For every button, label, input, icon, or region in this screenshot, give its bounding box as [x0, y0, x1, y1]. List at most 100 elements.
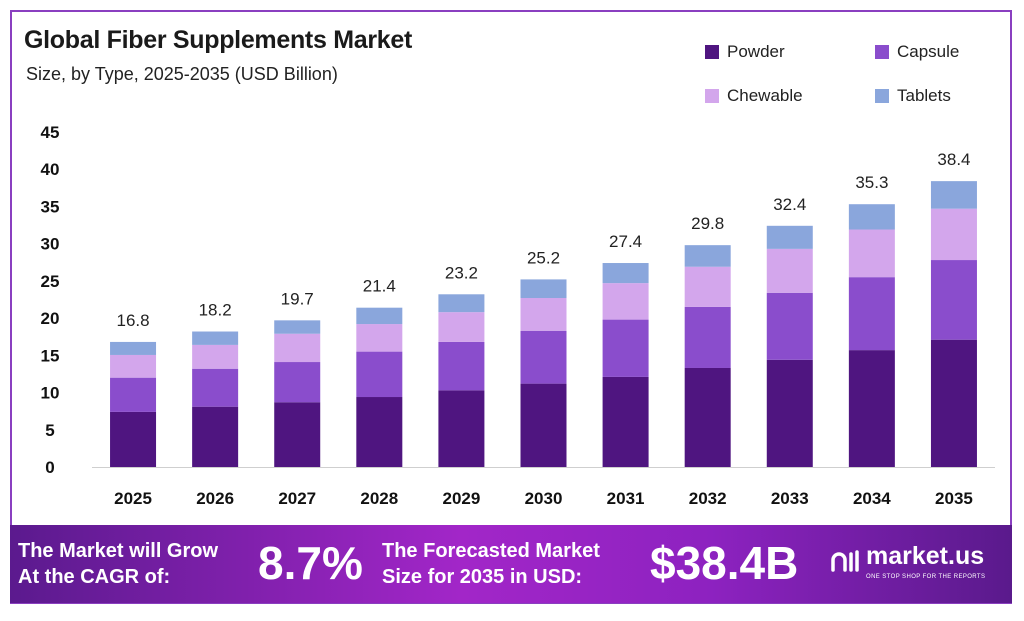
legend-swatch	[705, 45, 719, 59]
y-tick-label: 25	[41, 272, 60, 291]
y-tick-label: 15	[41, 346, 60, 365]
y-tick-label: 0	[45, 458, 54, 477]
legend-item-powder: Powder	[705, 42, 785, 62]
chart-title: Global Fiber Supplements Market	[24, 26, 413, 54]
forecast-value: $38.4B	[650, 537, 799, 589]
cagr-label-line: At the CAGR of:	[18, 566, 171, 588]
legend-swatch	[875, 45, 889, 59]
bar-segment-capsule	[602, 319, 649, 377]
x-tick-label: 2027	[278, 489, 316, 508]
x-tick-label: 2025	[114, 489, 152, 508]
bar-total-label: 16.8	[116, 311, 149, 330]
y-tick-label: 40	[41, 160, 60, 179]
bar-segment-tablets	[930, 181, 977, 209]
cagr-value: 8.7%	[258, 537, 363, 589]
bar-total-label: 25.2	[527, 248, 560, 267]
legend-label: Powder	[727, 42, 785, 61]
bar-total-label: 27.4	[609, 232, 642, 251]
bar-segment-tablets	[848, 204, 895, 230]
bar-segment-chewable	[192, 344, 239, 369]
x-tick-label: 2033	[771, 489, 809, 508]
bar-total-label: 38.4	[937, 150, 970, 169]
bar-segment-tablets	[274, 320, 321, 334]
x-tick-label: 2026	[196, 489, 234, 508]
bar-segment-capsule	[848, 277, 895, 351]
bar-segment-chewable	[356, 324, 403, 352]
y-tick-label: 10	[41, 384, 60, 403]
bar-segment-capsule	[520, 330, 567, 384]
y-tick-label: 20	[41, 309, 60, 328]
bar-total-label: 19.7	[281, 289, 314, 308]
legend-label: Tablets	[897, 86, 951, 105]
cagr-label: The Market will Grow At the CAGR of:	[18, 538, 218, 590]
bar-segment-powder	[520, 383, 567, 467]
bar-segment-tablets	[192, 331, 239, 345]
y-tick-label: 5	[45, 421, 54, 440]
bar-segment-capsule	[192, 368, 239, 407]
x-tick-label: 2032	[689, 489, 727, 508]
bar-segment-tablets	[766, 225, 813, 249]
bar-segment-capsule	[110, 377, 157, 412]
bar-segment-capsule	[274, 362, 321, 403]
bar-segment-powder	[192, 406, 239, 467]
bar-segment-chewable	[438, 312, 485, 342]
bar-segment-tablets	[602, 263, 649, 284]
legend-swatch	[705, 89, 719, 103]
legend-label: Chewable	[727, 86, 803, 105]
logo-text: market.us	[866, 542, 985, 570]
bar-segment-tablets	[356, 307, 403, 325]
bar-segment-powder	[356, 397, 403, 467]
bar-total-label: 32.4	[773, 195, 806, 214]
cagr-label-line: The Market will Grow	[18, 540, 219, 562]
x-tick-label: 2030	[525, 489, 563, 508]
chart-subtitle: Size, by Type, 2025-2035 (USD Billion)	[26, 64, 338, 84]
bar-segment-powder	[274, 402, 321, 467]
x-tick-label: 2034	[853, 489, 891, 508]
bar-segment-capsule	[438, 341, 485, 391]
x-tick-label: 2028	[360, 489, 398, 508]
market-us-logo: market.us ONE STOP SHOP FOR THE REPORTS	[830, 541, 985, 581]
bar-segment-capsule	[930, 260, 977, 340]
legend-item-tablets: Tablets	[875, 86, 951, 106]
bar-segment-powder	[848, 350, 895, 467]
legend-swatch	[875, 89, 889, 103]
logo-tagline: ONE STOP SHOP FOR THE REPORTS	[866, 574, 986, 580]
stacked-bar-chart: 05101520253035404516.8202518.2202619.720…	[41, 123, 995, 508]
forecast-label-line: The Forecasted Market	[382, 540, 600, 562]
y-tick-label: 45	[41, 123, 60, 142]
bar-segment-chewable	[930, 208, 977, 261]
bar-segment-capsule	[684, 306, 731, 368]
bar-segment-tablets	[110, 341, 157, 355]
y-tick-label: 30	[41, 235, 60, 254]
legend-label: Capsule	[897, 42, 960, 61]
bar-segment-powder	[684, 367, 731, 467]
bar-segment-chewable	[602, 283, 649, 320]
x-tick-label: 2029	[442, 489, 480, 508]
bar-total-label: 21.4	[363, 277, 396, 296]
bar-total-label: 23.2	[445, 263, 478, 282]
bar-segment-chewable	[684, 266, 731, 307]
bar-segment-powder	[110, 411, 157, 467]
bar-segment-chewable	[110, 354, 157, 378]
bar-segment-powder	[438, 390, 485, 467]
chart-frame	[10, 10, 1012, 604]
forecast-label-line: Size for 2035 in USD:	[382, 566, 583, 588]
bar-segment-powder	[930, 339, 977, 467]
x-tick-label: 2031	[607, 489, 645, 508]
x-tick-label: 2035	[935, 489, 973, 508]
bar-segment-tablets	[520, 279, 567, 299]
bar-segment-chewable	[766, 248, 813, 293]
bar-segment-tablets	[438, 294, 485, 313]
bar-segment-capsule	[356, 351, 403, 398]
bar-segment-powder	[602, 376, 649, 467]
bar-segment-capsule	[766, 292, 813, 360]
bar-segment-chewable	[848, 229, 895, 278]
logo-icon	[831, 550, 859, 572]
logo-wordmark: market.us ONE STOP SHOP FOR THE REPORTS	[866, 541, 985, 581]
bar-segment-chewable	[274, 333, 321, 363]
y-tick-label: 35	[41, 197, 60, 216]
bar-total-label: 35.3	[855, 173, 888, 192]
bar-segment-chewable	[520, 298, 567, 331]
bar-total-label: 18.2	[199, 301, 232, 320]
legend-item-chewable: Chewable	[705, 86, 803, 106]
